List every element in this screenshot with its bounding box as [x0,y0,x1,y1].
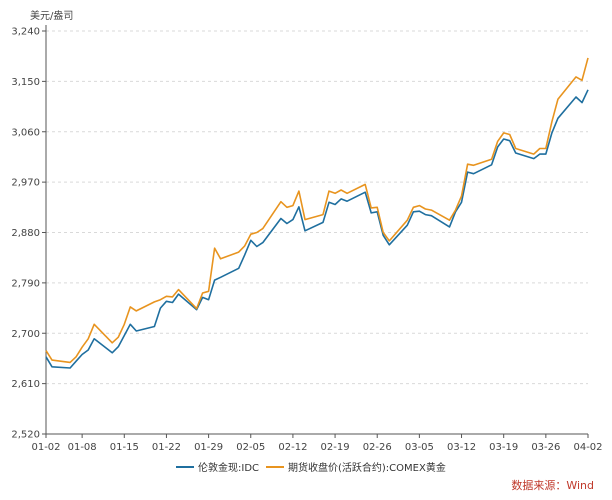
series-line-london-spot [45,89,589,369]
x-tick-label: 01-02 [31,442,60,453]
y-tick-label: 2,790 [11,278,40,289]
x-tick-label: 03-19 [489,442,518,453]
y-tick-label: 3,240 [11,27,40,38]
x-tick-label: 01-22 [152,442,181,453]
x-tick-label: 01-08 [68,442,97,453]
legend-label-comex-gold: 期货收盘价(活跃合约):COMEX黄金 [288,461,446,474]
series-line-comex-gold [45,57,589,364]
x-tick-label: 04-02 [573,442,602,453]
series-lines [45,57,589,369]
y-tick-label: 3,060 [11,127,40,138]
x-tick-label: 02-12 [278,442,307,453]
legend-label-london-spot: 伦敦金现:IDC [198,461,259,474]
x-tick-label: 03-12 [447,442,476,453]
x-tick-label: 02-19 [321,442,350,453]
x-tick-label: 01-29 [194,442,223,453]
y-tick-label: 2,970 [11,178,40,189]
y-tick-label: 2,520 [11,430,40,441]
x-tick-label: 01-15 [110,442,139,453]
y-axis-unit-label: 美元/盎司 [30,9,73,22]
gridlines [46,30,588,435]
data-source-label: 数据来源：Wind [511,478,594,492]
x-tick-label: 02-26 [363,442,392,453]
y-tick-label: 2,700 [11,329,40,340]
axes: 2,520 2,610 2,700 2,790 2,880 2,970 3,060 3,150… [11,25,603,453]
x-tick-label: 03-05 [405,442,434,453]
y-tick-label: 2,880 [11,228,40,239]
x-tick-label: 03-26 [531,442,560,453]
legend: 伦敦金现:IDC 期货收盘价(活跃合约):COMEX黄金 [176,461,446,474]
y-tick-label: 2,610 [11,379,40,390]
y-tick-label: 3,150 [11,77,40,88]
x-tick-label: 02-05 [236,442,265,453]
